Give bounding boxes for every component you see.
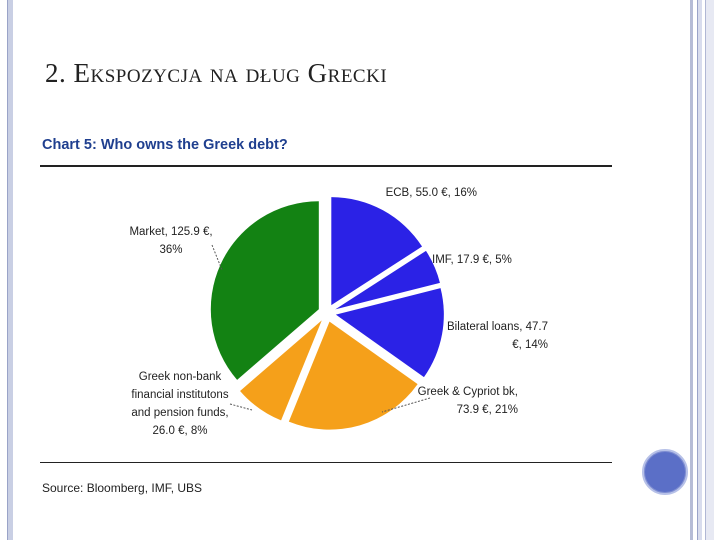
pie-slice — [335, 250, 440, 310]
slice-label: Greek & Cypriot bk, 73.9 €, 21% — [418, 386, 518, 416]
chart-bottom-rule — [40, 462, 612, 463]
pie-slice — [288, 321, 418, 430]
decorative-circle — [642, 449, 688, 495]
slice-label: Bilateral loans, 47.7 €, 14% — [447, 321, 548, 351]
right-frame-stripe — [697, 0, 702, 540]
pie-slice — [331, 197, 423, 306]
slice-label: ECB, 55.0 €, 16% — [386, 187, 477, 199]
leader-line — [211, 244, 223, 271]
leader-line — [381, 397, 431, 413]
pie-slice — [335, 288, 444, 378]
pie-slice — [210, 201, 319, 380]
right-frame-stripe — [690, 0, 693, 540]
slice-label: Market, 125.9 €, 36% — [129, 226, 212, 256]
slide-title: 2. Ekspozycja na dług Grecki — [45, 58, 388, 88]
slice-label: IMF, 17.9 €, 5% — [432, 254, 512, 266]
chart-top-rule — [40, 165, 612, 167]
slice-label: Greek non-bank financial institutons and p… — [131, 371, 228, 437]
chart-title: Chart 5: Who owns the Greek debt? — [42, 137, 288, 153]
source-note: Source: Bloomberg, IMF, UBS — [42, 481, 203, 495]
pie-slice — [240, 320, 322, 421]
leader-line — [229, 403, 253, 411]
left-border-decoration — [7, 0, 13, 540]
right-frame-stripe — [705, 0, 714, 540]
